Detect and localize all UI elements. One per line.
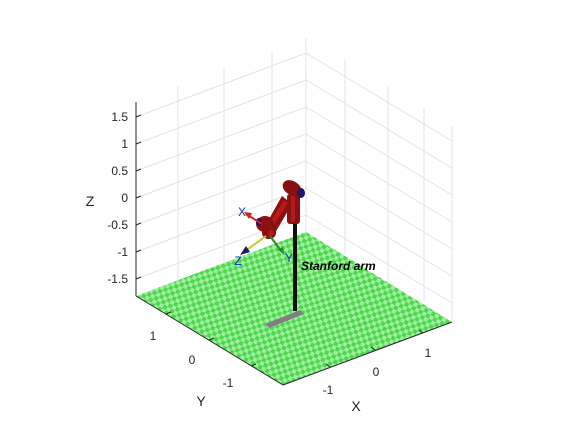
x-tick-labels: -1 0 1	[323, 346, 432, 397]
tool-frame: X Y Z	[234, 205, 293, 268]
frame-z-arrowhead	[240, 246, 250, 255]
y-tick-label: 1	[150, 329, 157, 343]
x-axis-line	[282, 321, 453, 386]
x-tick-label: 1	[425, 346, 432, 360]
y-tick-label: -1	[223, 376, 234, 390]
tick-marks	[135, 114, 424, 368]
axes-box	[135, 102, 453, 386]
y-axis-line	[135, 295, 284, 386]
robot-link-highlight	[268, 230, 274, 236]
frame-x-label: X	[238, 205, 246, 219]
grid-lines	[135, 38, 453, 320]
z-tick-label: 1.5	[111, 110, 128, 124]
frame-x-arrowhead	[244, 212, 252, 219]
z-grid	[135, 52, 453, 304]
x-axis-label: X	[351, 398, 361, 414]
z-tick-label: -1.5	[107, 272, 128, 286]
frame-y-label: Y	[285, 251, 293, 265]
y-tick-labels: 1 0 -1	[150, 329, 234, 390]
robot-column	[293, 222, 297, 311]
z-tick-label: -1	[117, 245, 128, 259]
robot-pedestal	[265, 310, 304, 328]
z-tick-label: 0.5	[111, 164, 128, 178]
robot-top-joint	[282, 180, 302, 196]
z-axis-label: Z	[86, 193, 95, 209]
robot-name-label: Stanford arm	[301, 259, 376, 273]
y-tick-label: 0	[189, 353, 196, 367]
z-tick-label: -0.5	[107, 218, 128, 232]
z-tick-labels: 1.5 1 0.5 0 -0.5 -1 -1.5	[107, 110, 128, 286]
robot-link-highlight	[291, 196, 295, 222]
x-tick-label: -1	[323, 383, 334, 397]
robot-joint-cap	[297, 188, 305, 198]
z-tick-label: 1	[121, 137, 128, 151]
frame-y-arrowhead	[278, 247, 284, 254]
x-tick-label: 0	[373, 365, 380, 379]
frame-z-label: Z	[234, 254, 241, 268]
y-axis-label: Y	[196, 393, 206, 409]
z-tick-label: 0	[121, 191, 128, 205]
